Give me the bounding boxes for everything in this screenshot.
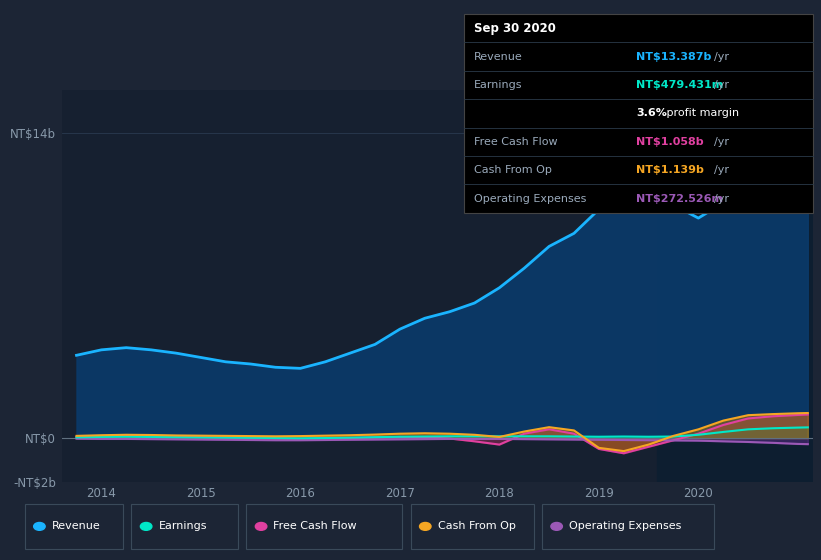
Text: /yr: /yr (714, 80, 729, 90)
Text: /yr: /yr (714, 137, 729, 147)
Text: Earnings: Earnings (158, 521, 207, 531)
Text: Revenue: Revenue (474, 52, 522, 62)
Bar (657, 90, 813, 482)
Text: 3.6%: 3.6% (636, 109, 667, 118)
Text: Revenue: Revenue (52, 521, 100, 531)
Text: Cash From Op: Cash From Op (474, 165, 552, 175)
Text: NT$479.431m: NT$479.431m (636, 80, 723, 90)
Text: Free Cash Flow: Free Cash Flow (273, 521, 357, 531)
Text: profit margin: profit margin (663, 109, 740, 118)
Text: NT$13.387b: NT$13.387b (636, 52, 712, 62)
Text: /yr: /yr (714, 165, 729, 175)
Text: Earnings: Earnings (474, 80, 522, 90)
Text: Operating Expenses: Operating Expenses (474, 194, 586, 204)
Text: Operating Expenses: Operating Expenses (569, 521, 681, 531)
Text: Cash From Op: Cash From Op (438, 521, 516, 531)
Text: Sep 30 2020: Sep 30 2020 (474, 22, 556, 35)
Text: Free Cash Flow: Free Cash Flow (474, 137, 557, 147)
Text: /yr: /yr (714, 52, 729, 62)
Text: NT$1.139b: NT$1.139b (636, 165, 704, 175)
Text: NT$272.526m: NT$272.526m (636, 194, 723, 204)
Text: NT$1.058b: NT$1.058b (636, 137, 704, 147)
Text: /yr: /yr (714, 194, 729, 204)
